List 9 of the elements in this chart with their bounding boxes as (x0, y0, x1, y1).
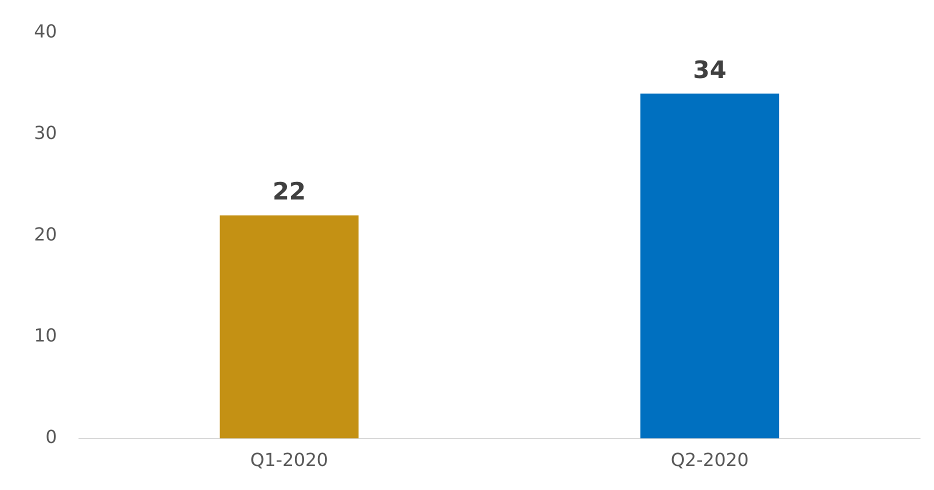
y-tick-label: 0 (45, 427, 57, 448)
y-tick-label: 10 (34, 326, 57, 347)
y-tick-label: 40 (34, 21, 57, 42)
x-tick-label: Q1-2020 (250, 450, 328, 471)
x-tick-label: Q2-2020 (670, 450, 749, 471)
y-tick-label: 30 (34, 122, 57, 144)
data-label: 34 (693, 56, 726, 84)
y-tick-label: 20 (34, 224, 57, 246)
data-label: 22 (272, 178, 306, 206)
